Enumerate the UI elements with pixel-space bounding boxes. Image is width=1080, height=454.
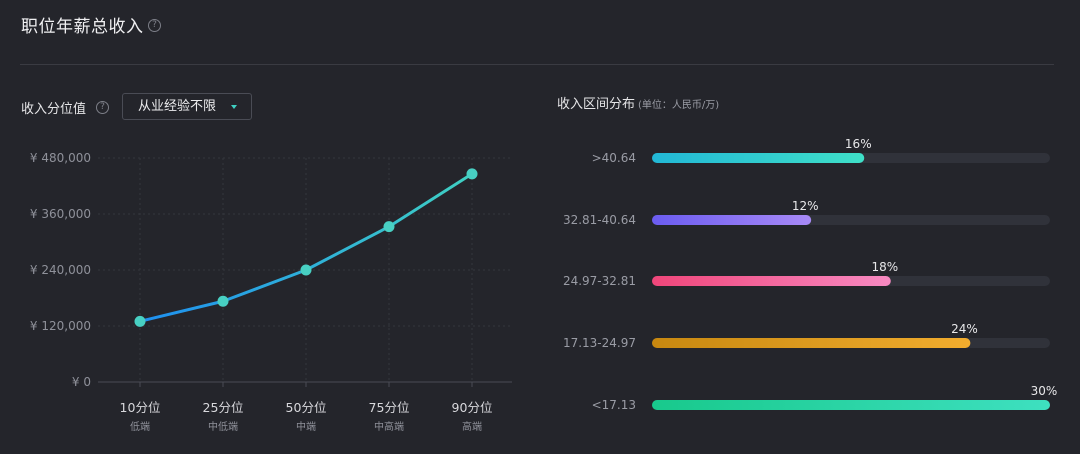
bar-category-label: 24.97-32.81 (563, 274, 636, 288)
x-tick-label: 25分位 (203, 400, 244, 415)
y-tick-label: ¥ 360,000 (30, 207, 91, 221)
data-point (217, 295, 229, 307)
bar-chart: >40.64 16% 32.81-40.64 12% 24.97-32.81 18% 17.… (563, 137, 1057, 412)
bar-category-label: >40.64 (592, 151, 636, 165)
x-tick-label: 10分位 (120, 400, 161, 415)
bar-value-label: 24% (951, 322, 978, 336)
bar-category-label: <17.13 (592, 398, 636, 412)
line-chart: ¥ 0 ¥ 120,000 ¥ 240,000 ¥ 360,000 ¥ 480,000 1… (30, 151, 512, 433)
distribution-label: 收入区间分布 (单位：人民币/万) (557, 93, 719, 112)
caret-down-icon (231, 105, 237, 109)
dropdown-value: 从业经验不限 (138, 99, 217, 114)
x-sub-label: 中低端 (208, 420, 238, 433)
data-point (134, 315, 146, 327)
bar (652, 338, 971, 348)
x-sub-label: 中高端 (374, 420, 404, 433)
help-icon[interactable]: ? (148, 19, 161, 32)
data-point (466, 168, 478, 180)
x-sub-label: 高端 (462, 420, 482, 433)
percentile-label: 收入分位值 (21, 102, 87, 117)
distribution-title: 收入区间分布 (557, 97, 636, 112)
bar (652, 276, 891, 286)
x-sub-label: 低端 (130, 420, 150, 433)
bar (652, 153, 865, 163)
page-title: 职位年薪总收入 (21, 17, 144, 37)
data-point (300, 264, 312, 276)
bar-value-label: 16% (845, 137, 872, 151)
bar-category-label: 17.13-24.97 (563, 336, 636, 350)
y-tick-label: ¥ 120,000 (30, 319, 91, 333)
distribution-unit: (单位：人民币/万) (638, 100, 720, 111)
y-tick-label: ¥ 240,000 (30, 263, 91, 277)
x-tick-label: 90分位 (452, 400, 493, 415)
divider (20, 64, 1054, 65)
data-point (383, 221, 395, 233)
x-sub-label: 中端 (296, 420, 316, 433)
bar-value-label: 30% (1031, 384, 1058, 398)
bar-value-label: 12% (792, 199, 819, 213)
bar-category-label: 32.81-40.64 (563, 213, 636, 227)
y-tick-label: ¥ 0 (72, 375, 91, 389)
help-icon[interactable]: ? (96, 101, 109, 114)
x-tick-label: 50分位 (286, 400, 327, 415)
bar-value-label: 18% (871, 260, 898, 274)
x-tick-label: 75分位 (369, 400, 410, 415)
y-tick-label: ¥ 480,000 (30, 151, 91, 165)
bar (652, 400, 1050, 410)
bar (652, 215, 812, 225)
experience-dropdown[interactable]: 从业经验不限 (122, 93, 252, 120)
